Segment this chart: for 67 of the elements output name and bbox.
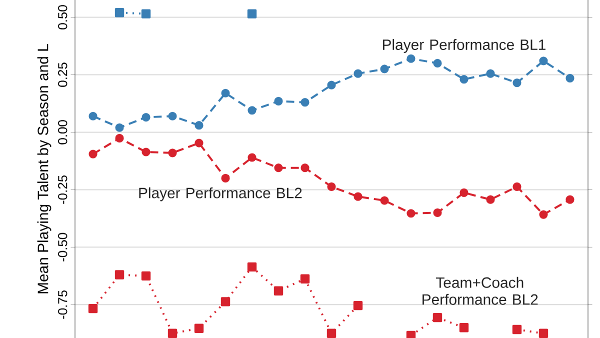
point xyxy=(354,69,362,78)
point xyxy=(248,106,256,115)
y-tick-label: 0.25 xyxy=(58,62,68,87)
point xyxy=(538,328,548,338)
point xyxy=(459,323,469,332)
point xyxy=(433,58,442,68)
point xyxy=(406,209,416,218)
point xyxy=(433,208,442,217)
point xyxy=(566,195,574,204)
point xyxy=(486,69,495,78)
point xyxy=(486,195,495,204)
y-tick-label: -0.25 xyxy=(58,175,68,204)
point xyxy=(88,112,98,120)
point xyxy=(300,274,310,284)
point xyxy=(566,74,574,82)
point xyxy=(168,328,178,338)
y-tick-label: 0.50 xyxy=(58,5,68,30)
series-label: Player Performance BL2 xyxy=(139,187,302,202)
point xyxy=(194,324,204,333)
point xyxy=(432,312,442,322)
point xyxy=(300,164,310,172)
point xyxy=(380,64,389,74)
point xyxy=(114,8,124,18)
point xyxy=(142,148,150,156)
point xyxy=(115,123,124,132)
point xyxy=(247,262,257,272)
point xyxy=(460,75,468,84)
point xyxy=(512,324,522,334)
point xyxy=(274,164,283,172)
point xyxy=(512,182,522,192)
point xyxy=(194,138,204,148)
point xyxy=(114,270,124,280)
point xyxy=(247,9,257,18)
point xyxy=(221,174,230,182)
point xyxy=(88,150,98,158)
series-label: Player Performance BL1 xyxy=(382,39,546,53)
y-axis-title: Mean Playing Talent by Season and L xyxy=(37,44,52,294)
point xyxy=(194,121,204,130)
point xyxy=(141,271,151,281)
point xyxy=(274,286,284,296)
series-label: Team+Coach Performance BL2 xyxy=(422,276,538,305)
point xyxy=(141,9,151,18)
point xyxy=(168,148,177,158)
point xyxy=(380,196,389,205)
point xyxy=(460,188,468,197)
point xyxy=(115,134,124,142)
point xyxy=(168,112,177,120)
point xyxy=(274,96,283,106)
point xyxy=(326,328,336,338)
point xyxy=(539,56,548,66)
point xyxy=(220,297,230,306)
y-tick-label: -0.50 xyxy=(58,232,68,262)
point xyxy=(354,192,362,201)
point xyxy=(327,182,336,192)
point xyxy=(221,88,230,98)
point xyxy=(406,330,416,338)
point xyxy=(327,80,336,90)
point xyxy=(539,210,548,219)
point xyxy=(142,112,150,122)
y-tick-label: -0.75 xyxy=(58,290,68,319)
point xyxy=(300,98,310,107)
y-tick-label: 0.00 xyxy=(58,120,68,144)
point xyxy=(406,54,416,63)
point xyxy=(512,78,522,88)
point xyxy=(88,304,98,314)
point xyxy=(353,300,363,310)
point xyxy=(248,153,256,162)
